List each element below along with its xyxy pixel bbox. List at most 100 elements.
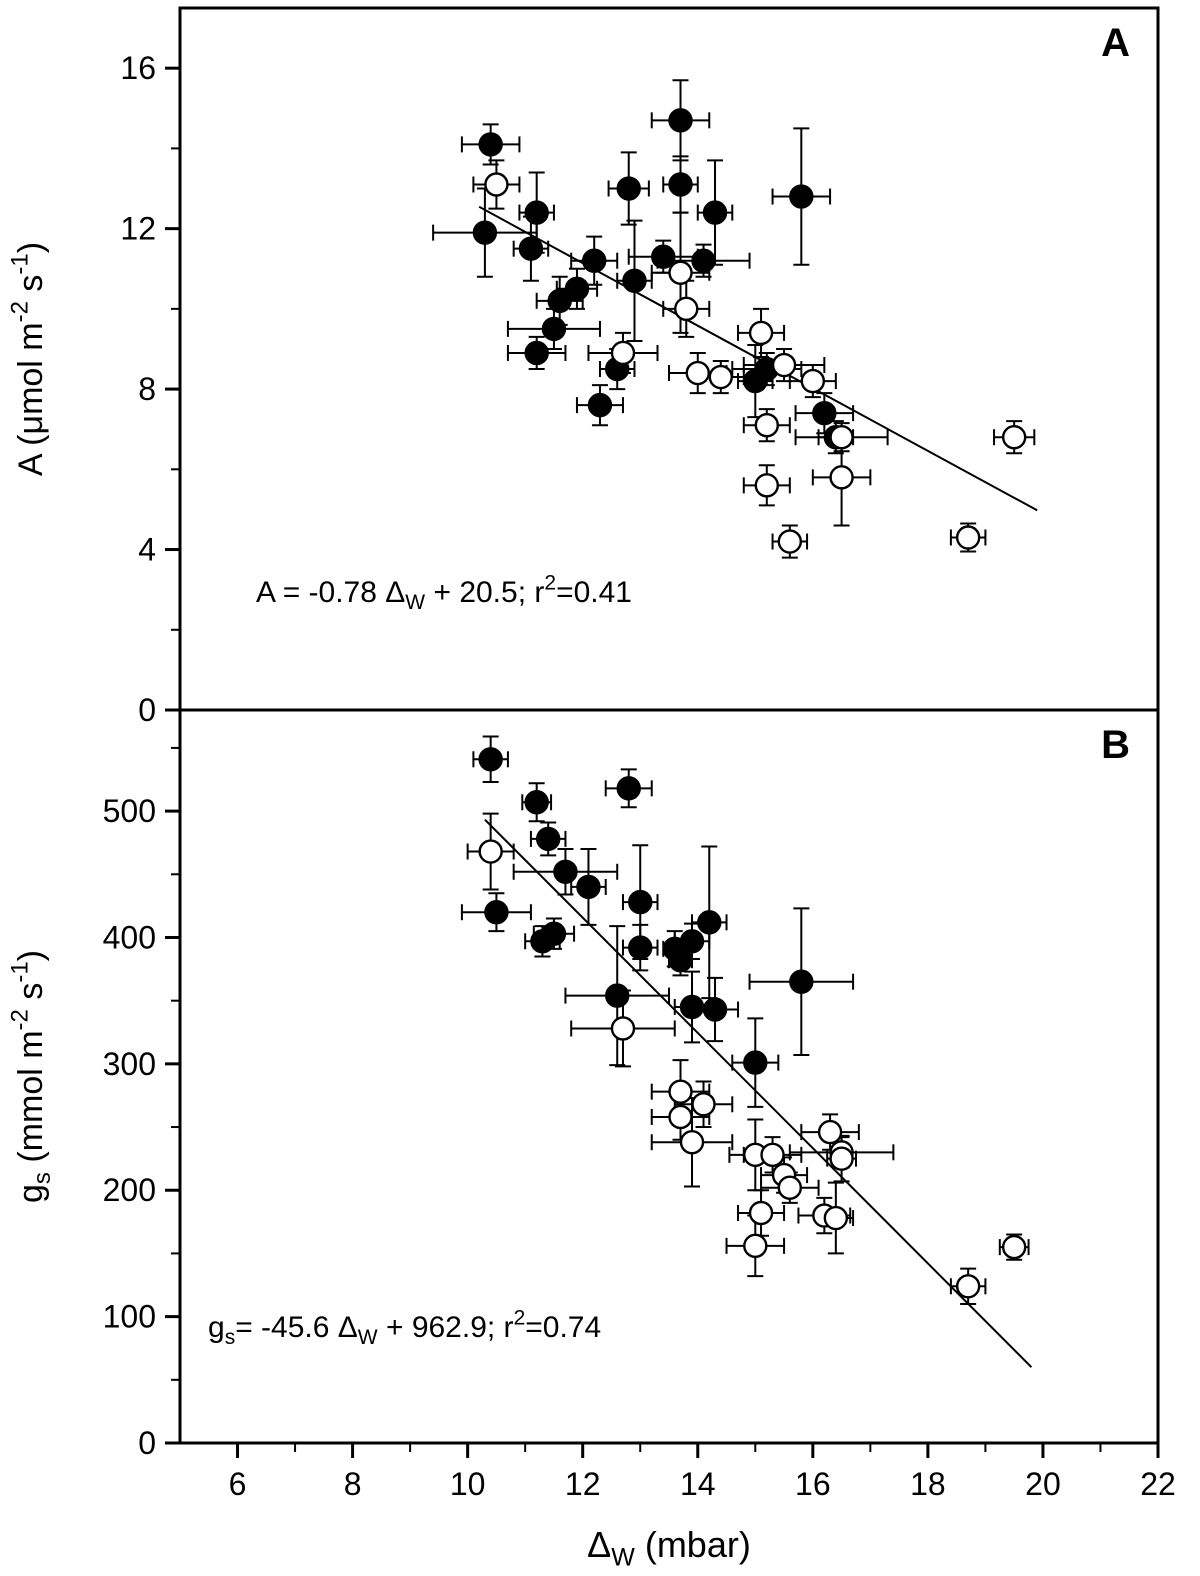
filled-circle (697, 910, 722, 935)
y-tick-label: 300 (103, 1046, 156, 1082)
open-circle (817, 1119, 843, 1145)
open-circle (484, 172, 509, 197)
filled-circle (605, 983, 630, 1008)
y-tick-label: 400 (103, 919, 156, 955)
regression-line-A (478, 205, 1038, 512)
filled-circle (616, 776, 641, 801)
x-tick-label: 10 (450, 1466, 486, 1502)
panel-label-A: A (1101, 21, 1130, 65)
x-tick-label: 14 (680, 1466, 716, 1502)
filled-circle (535, 826, 561, 852)
x-tick-label: 20 (1025, 1466, 1061, 1502)
filled-circle (478, 747, 503, 772)
open-circle (829, 425, 854, 450)
open-circle (800, 368, 826, 394)
filled-circle (628, 889, 653, 915)
filled-circle (679, 994, 705, 1020)
filled-circle (702, 200, 728, 225)
filled-circle (668, 948, 693, 973)
equation-A: A = -0.78 ΔW + 20.5; r2=0.41 (256, 571, 632, 614)
x-axis-label: ΔW (mbar) (587, 1524, 751, 1572)
regression-line-B (484, 818, 1033, 1368)
data-points (472, 108, 1027, 554)
filled-circle (576, 874, 601, 900)
open-circle (771, 352, 797, 378)
open-circle (685, 360, 710, 386)
open-circle (679, 1130, 705, 1155)
panel-frame (178, 708, 1160, 1445)
x-tick-label: 16 (795, 1466, 831, 1502)
filled-circle (524, 200, 549, 225)
filled-circle (553, 859, 578, 884)
y-tick-label: 200 (103, 1172, 156, 1208)
data-points (478, 747, 1027, 1299)
open-circle (760, 1142, 785, 1168)
open-circle (777, 1175, 803, 1200)
filled-circle (472, 220, 498, 245)
open-circle (743, 1233, 768, 1259)
open-circle (754, 412, 779, 438)
y-tick-label: 0 (138, 692, 156, 728)
x-axis: 6 8 10 12 14 16 18 20 22 ΔW (mbar) (229, 1443, 1176, 1572)
filled-circle (541, 921, 567, 946)
filled-circle (484, 900, 509, 925)
x-tick-label: 18 (910, 1466, 946, 1502)
open-circle (610, 1016, 636, 1041)
x-tick-label: 6 (229, 1466, 247, 1502)
filled-circle (812, 400, 837, 426)
y-tick-label: 16 (120, 50, 156, 86)
filled-circle (518, 236, 544, 261)
filled-circle (628, 935, 653, 960)
y-tick-label: 0 (138, 1425, 156, 1461)
y-axis-label-A: A (μmol m-2 s-1) (7, 242, 50, 476)
open-circle (829, 465, 854, 490)
open-circle (674, 296, 699, 322)
y-tick-label: 8 (138, 371, 156, 407)
filled-circle (582, 248, 607, 273)
filled-circle (478, 132, 503, 157)
open-circle (668, 1079, 693, 1104)
filled-circle (564, 276, 590, 301)
open-circle (955, 525, 981, 550)
filled-circle (524, 790, 549, 815)
panel-B: 0 100 200 300 400 500 Bgs= -45.6 ΔW + 962.9; r… (7, 708, 1160, 1461)
filled-circle (651, 244, 676, 269)
open-circle (668, 260, 693, 285)
open-circle (1001, 1234, 1027, 1260)
x-tick-label: 22 (1140, 1466, 1176, 1502)
filled-circle (679, 929, 705, 954)
open-circle (829, 1146, 854, 1171)
filled-circle (622, 268, 647, 293)
open-circle (748, 1200, 774, 1226)
open-circle (754, 473, 779, 498)
error-bars (432, 79, 1036, 559)
open-circle (1001, 425, 1027, 450)
filled-circle (789, 184, 814, 209)
y-tick-label: 4 (138, 532, 156, 568)
error-bars (460, 735, 1030, 1305)
filled-circle (743, 1050, 768, 1075)
filled-circle (547, 288, 572, 314)
filled-circle (541, 316, 567, 342)
filled-circle (789, 969, 814, 994)
open-circle (668, 1104, 693, 1130)
open-circle (823, 1205, 849, 1231)
filled-circle (702, 997, 728, 1022)
panel-A: 0 4 8 12 16 A A = -0.78 ΔW + 20.5; r2=0.41 A (μ… (7, 6, 1160, 728)
open-circle (955, 1274, 981, 1299)
filled-circle (616, 176, 641, 201)
y-axis-label-B: gs (mmol m-2 s-1) (7, 950, 57, 1203)
filled-circle (668, 172, 693, 197)
x-tick-label: 8 (344, 1466, 362, 1502)
y-tick-label: 100 (103, 1299, 156, 1335)
equation-B: gs= -45.6 ΔW + 962.9; r2=0.74 (208, 1306, 601, 1349)
open-circle (478, 839, 503, 864)
y-tick-label: 500 (103, 793, 156, 829)
filled-circle (524, 340, 549, 366)
y-tick-label: 12 (120, 211, 156, 247)
filled-circle (691, 248, 716, 273)
filled-circle (587, 392, 613, 418)
open-circle (610, 340, 636, 366)
open-circle (748, 320, 774, 346)
